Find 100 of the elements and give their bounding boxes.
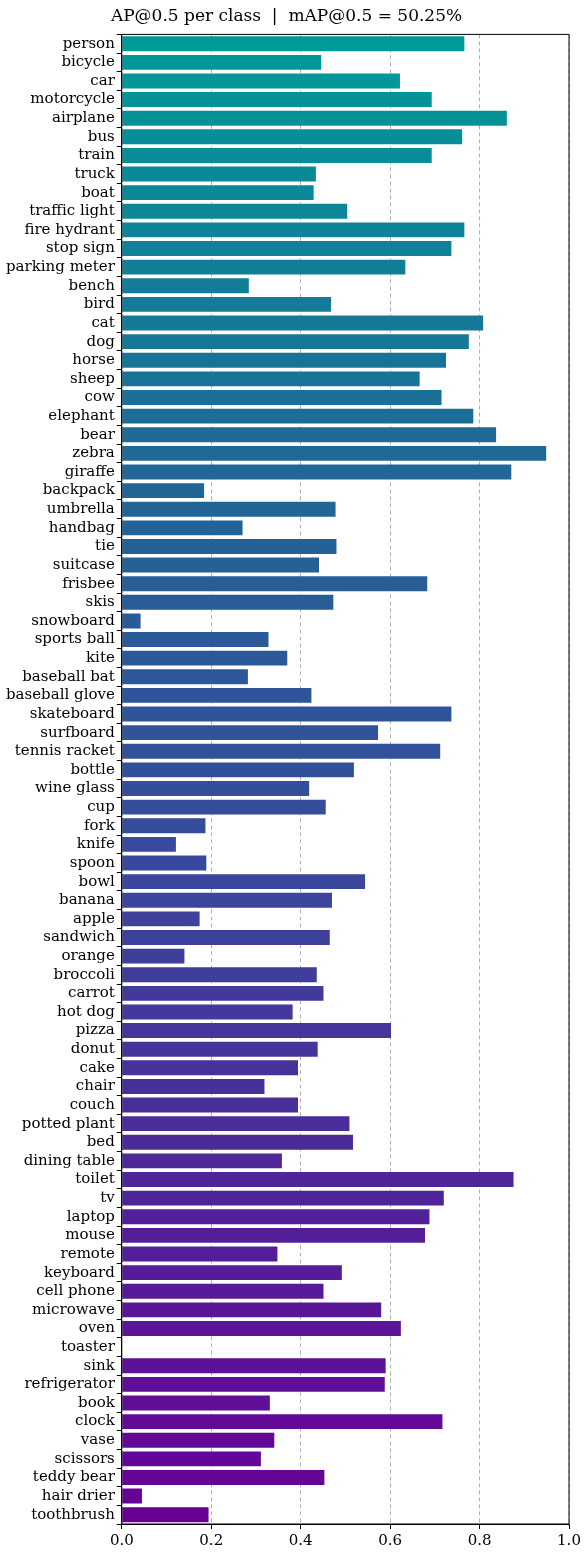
y-tick-label: scissors (54, 1448, 115, 1467)
y-tick-label: bicycle (61, 52, 115, 71)
y-tick-label: wine glass (35, 778, 115, 797)
y-tick-label: parking meter (6, 257, 116, 276)
bar (122, 445, 547, 461)
y-tick-label: carrot (68, 983, 115, 1002)
bar (122, 1283, 324, 1299)
y-tick-label: hot dog (57, 1001, 116, 1020)
x-tick-label: 0.4 (288, 1530, 313, 1549)
y-tick-label: elephant (48, 406, 115, 424)
y-tick-label: horse (72, 350, 115, 369)
x-tick-label: 0.6 (378, 1530, 403, 1549)
y-tick-label: tennis racket (14, 741, 115, 760)
y-tick-label: refrigerator (24, 1374, 116, 1393)
y-tick-label: cell phone (36, 1281, 115, 1300)
bar (122, 799, 326, 815)
y-tick-label: microwave (32, 1299, 115, 1318)
bar (122, 892, 332, 908)
y-tick-label: traffic light (29, 201, 115, 220)
bar (122, 1488, 142, 1504)
bar (122, 1041, 318, 1057)
bar (122, 315, 484, 331)
bar (122, 594, 334, 610)
y-tick-label: airplane (52, 108, 115, 127)
y-tick-label: bed (86, 1132, 116, 1151)
y-tick-label: fire hydrant (24, 219, 115, 238)
bar (122, 576, 428, 592)
y-tick-label: toothbrush (31, 1504, 116, 1523)
bar (122, 54, 322, 70)
bar (122, 520, 243, 536)
y-tick-label: motorcycle (30, 89, 115, 108)
bar (122, 501, 336, 517)
y-tick-label: oven (78, 1318, 116, 1337)
x-tick-label: 0.0 (109, 1530, 134, 1549)
bar (122, 762, 354, 778)
bar (122, 259, 406, 275)
x-tick-label: 0.2 (199, 1530, 224, 1549)
bar (122, 1227, 425, 1243)
bar (122, 1078, 265, 1094)
bar (122, 483, 205, 499)
y-tick-label: bowl (78, 871, 115, 890)
bar (122, 296, 332, 312)
y-tick-label: kite (86, 648, 115, 667)
bar (122, 1209, 430, 1225)
y-tick-label: baseball glove (6, 685, 115, 704)
y-tick-label: pizza (75, 1020, 115, 1039)
bar (122, 1023, 392, 1039)
y-tick-label: vase (79, 1430, 115, 1449)
bar (122, 874, 366, 890)
y-tick-label: tie (95, 536, 115, 555)
y-tick-label: umbrella (46, 499, 115, 518)
bar (122, 352, 447, 368)
y-tick-label: truck (74, 163, 116, 182)
y-tick-label: snowboard (31, 610, 116, 629)
bar (122, 1321, 401, 1336)
bar (122, 147, 432, 163)
y-tick-label: suitcase (52, 554, 115, 573)
bar (122, 911, 200, 927)
bar (122, 1507, 209, 1523)
bar (122, 1470, 325, 1485)
bar (122, 1432, 275, 1448)
bar (122, 129, 463, 145)
bar (122, 1395, 270, 1411)
y-tick-label: toilet (75, 1169, 115, 1188)
bar (122, 985, 324, 1001)
bar (122, 669, 248, 685)
y-tick-label: cow (84, 387, 115, 406)
y-tick-label: surfboard (40, 722, 116, 741)
y-tick-label: remote (60, 1243, 115, 1262)
bar (122, 73, 400, 89)
bar (122, 1172, 514, 1187)
y-tick-label: sandwich (43, 927, 116, 946)
bar (122, 948, 185, 964)
y-tick-label: apple (72, 908, 115, 927)
bar (122, 371, 420, 387)
y-tick-label: keyboard (44, 1262, 116, 1281)
y-tick-label: skateboard (29, 703, 116, 722)
bar (122, 836, 176, 852)
bar (122, 687, 312, 703)
y-tick-label: donut (70, 1039, 115, 1058)
y-tick-label: cake (79, 1057, 115, 1076)
y-tick-label: car (90, 70, 116, 89)
bar (122, 427, 497, 443)
bar (122, 203, 348, 219)
bar (122, 1246, 278, 1262)
y-tick-label: train (78, 145, 116, 164)
y-tick-label: mouse (65, 1225, 115, 1244)
bar (122, 1097, 298, 1113)
bar (122, 36, 465, 52)
y-tick-label: backpack (42, 480, 116, 499)
bar (122, 706, 452, 722)
y-tick-label: book (78, 1392, 116, 1411)
bar (122, 557, 320, 573)
bar (122, 1451, 261, 1467)
bar (122, 1153, 282, 1169)
y-tick-label: clock (75, 1411, 116, 1430)
y-tick-label: boat (81, 182, 115, 201)
y-tick-label: laptop (66, 1206, 115, 1225)
bar (122, 1060, 298, 1076)
y-tick-label: hair drier (41, 1485, 116, 1504)
